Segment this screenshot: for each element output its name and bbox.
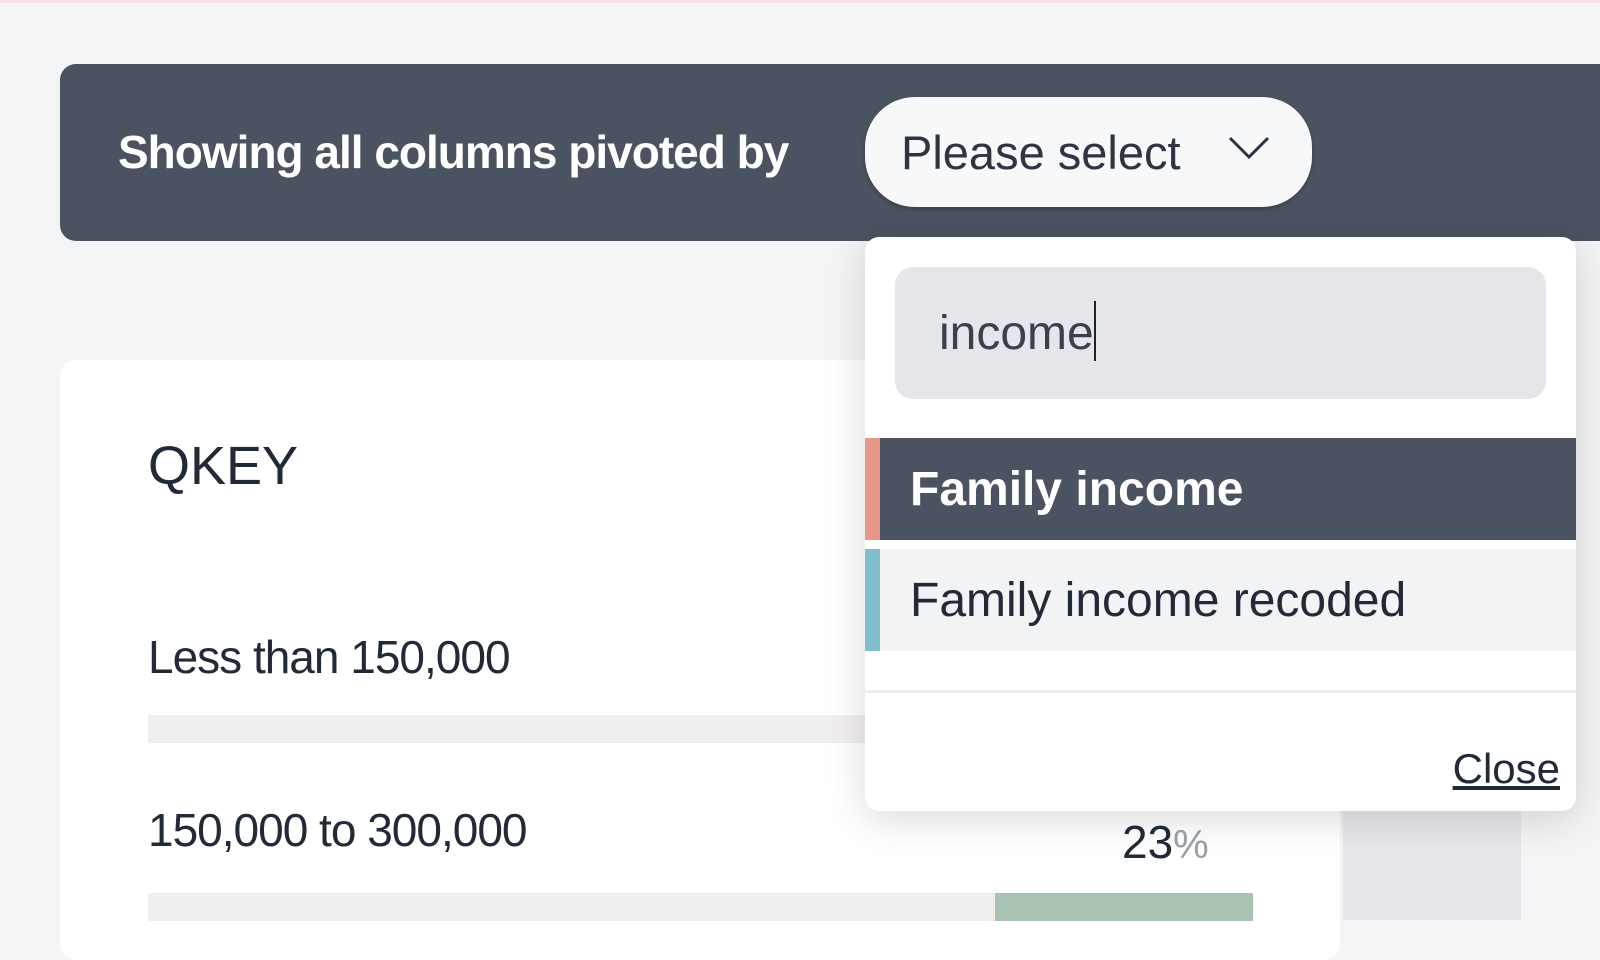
option-label: Family income recoded (910, 574, 1407, 627)
option-accent (865, 549, 880, 651)
card-title: QKEY (148, 436, 299, 496)
percent-value: 23 (1122, 816, 1174, 868)
percent-unit: % (1173, 823, 1209, 867)
background-panel (1343, 800, 1521, 920)
pivot-banner (60, 64, 1600, 241)
text-caret (1093, 301, 1096, 361)
option-family-income[interactable]: Family income (865, 438, 1576, 540)
chevron-down-icon (1228, 136, 1270, 160)
row-label: 150,000 to 300,000 (148, 804, 527, 856)
row-label: Less than 150,000 (148, 631, 511, 683)
row-bar-fill (995, 893, 1253, 921)
pivot-label: Showing all columns pivoted by (118, 126, 789, 178)
search-value: income (939, 307, 1094, 360)
divider (865, 690, 1576, 693)
search-input[interactable]: income (895, 267, 1546, 399)
select-value: Please select (901, 126, 1181, 179)
close-link[interactable]: Close (1452, 745, 1560, 792)
pivot-select[interactable]: Please select (865, 97, 1312, 207)
top-accent-line (0, 0, 1600, 3)
option-label: Family income (910, 463, 1244, 516)
option-family-income-recoded[interactable]: Family income recoded (865, 549, 1576, 651)
pivot-dropdown: income Family income Family income recod… (865, 237, 1576, 811)
option-accent (865, 438, 880, 540)
row-percent: 23% (1122, 815, 1209, 869)
